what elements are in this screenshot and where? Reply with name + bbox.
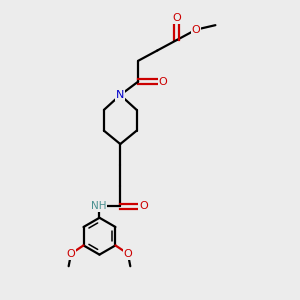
Text: O: O <box>172 13 181 23</box>
Text: O: O <box>67 249 75 259</box>
Text: O: O <box>124 249 132 259</box>
Text: O: O <box>158 76 167 87</box>
Text: O: O <box>139 202 148 212</box>
Text: NH: NH <box>91 202 106 212</box>
Text: O: O <box>192 25 200 34</box>
Text: N: N <box>116 90 124 100</box>
